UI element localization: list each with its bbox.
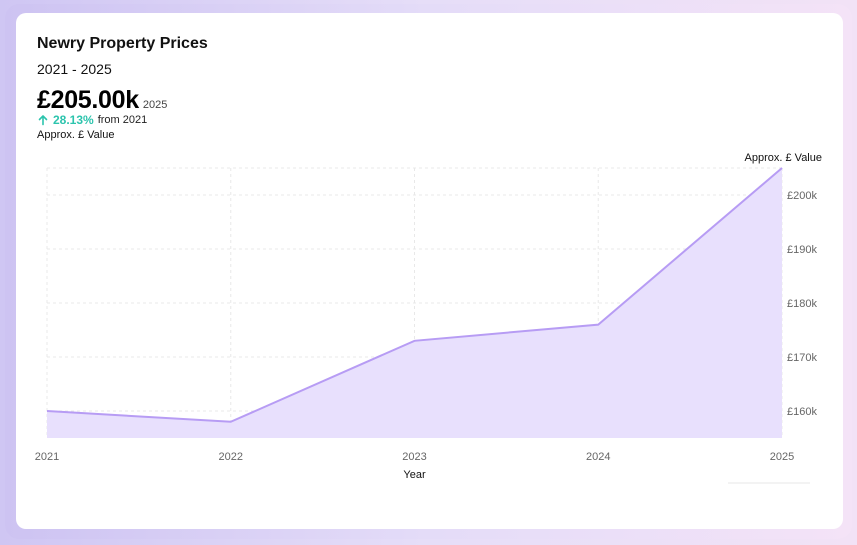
legend-placeholder	[728, 482, 810, 484]
y-axis-label: Approx. £ Value	[745, 152, 822, 164]
x-tick-label-2022: 2022	[219, 451, 243, 463]
current-value: £205.00k	[37, 86, 139, 114]
area-fill	[47, 168, 782, 438]
x-tick-label-2024: 2024	[586, 451, 610, 463]
chart-title: Newry Property Prices	[37, 35, 208, 52]
current-value-row: £205.00k 2025	[37, 86, 167, 115]
change-row: 28.13% from 2021	[37, 113, 147, 127]
y-tick-label-0: £160k	[787, 406, 817, 418]
x-axis-label: Year	[403, 469, 426, 481]
y-tick-label-2: £180k	[787, 298, 817, 310]
x-tick-label-2025: 2025	[770, 451, 794, 463]
x-tick-label-2023: 2023	[402, 451, 426, 463]
x-tick-label-2021: 2021	[35, 451, 59, 463]
y-tick-label-3: £190k	[787, 244, 817, 256]
change-percent: 28.13%	[53, 113, 94, 127]
arrow-up-icon	[38, 115, 48, 126]
date-range: 2021 - 2025	[37, 61, 112, 77]
y-tick-label-4: £200k	[787, 190, 817, 202]
change-from: from 2021	[97, 114, 148, 126]
y-tick-label-1: £170k	[787, 352, 817, 364]
value-label: Approx. £ Value	[37, 129, 115, 141]
current-value-year: 2025	[142, 99, 168, 111]
